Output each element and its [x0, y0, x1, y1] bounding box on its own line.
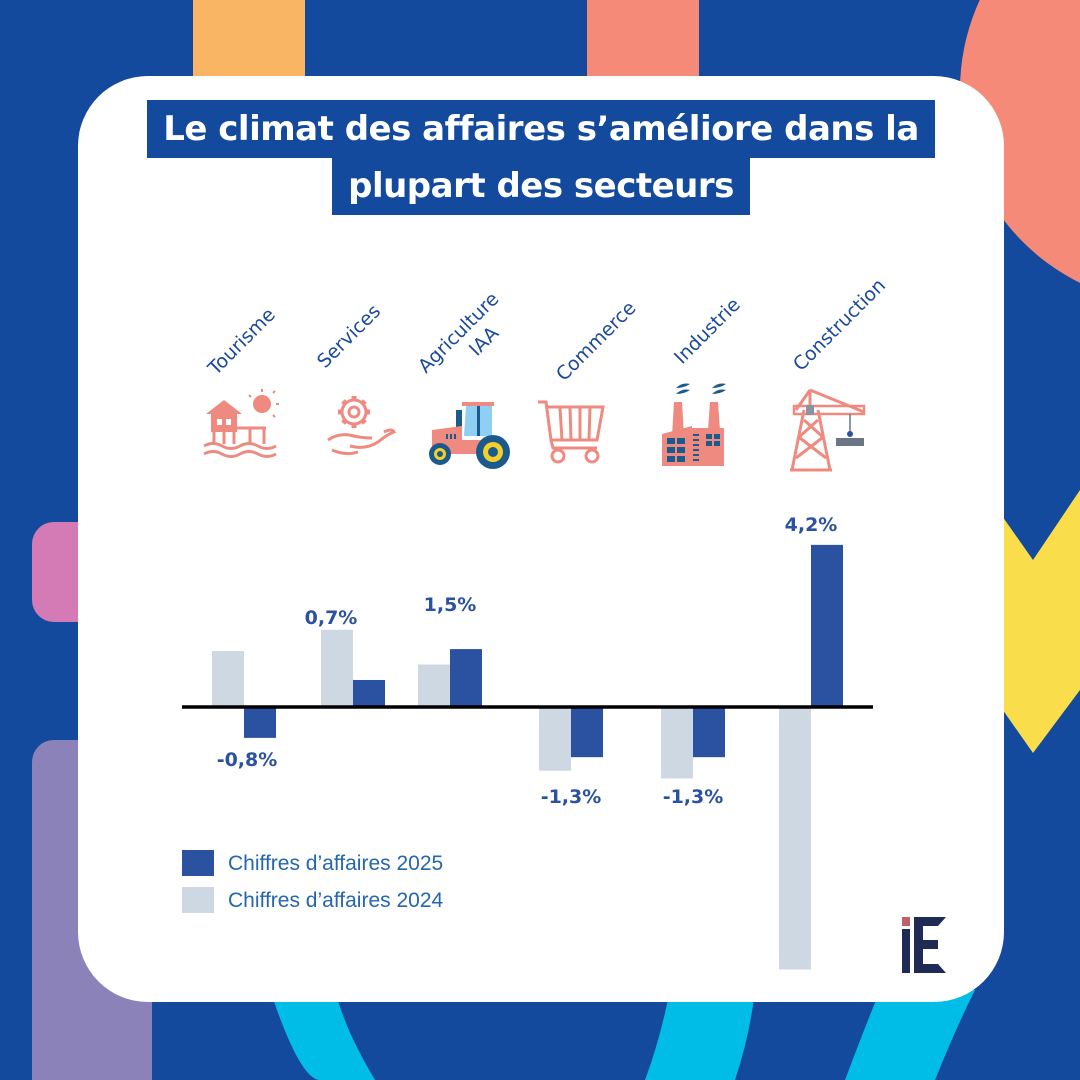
bar-commerce-2024: [539, 707, 571, 771]
shopping-cart-icon: [538, 400, 605, 464]
beach-house-icon: [203, 389, 279, 458]
legend-swatch-2024: [182, 887, 214, 913]
bar-construction-2024: [779, 707, 811, 970]
legend-label-2025: Chiffres d’affaires 2025: [228, 852, 443, 875]
legend-swatch-2025: [182, 850, 214, 876]
bg-salmon-stripe: [587, 0, 699, 80]
bar-tourisme-2025: [244, 707, 276, 738]
bar-agriculture-iaa-2025: [450, 649, 482, 707]
gear-hand-icon: [327, 396, 397, 456]
value-label-services: 0,7%: [305, 607, 358, 629]
bar-industrie-2024: [661, 707, 693, 779]
bg-orange-stripe: [193, 0, 305, 80]
factory-icon: [662, 383, 726, 466]
title-block: Le climat des affaires s’améliore dans l…: [78, 100, 1004, 215]
bar-services-2024: [321, 629, 353, 707]
crane-icon: [790, 388, 866, 472]
category-label-services: Services: [313, 300, 385, 372]
bar-construction-2025: [811, 544, 843, 707]
value-label-tourisme: -0,8%: [217, 749, 278, 771]
infographic-card: Le climat des affaires s’améliore dans l…: [78, 76, 1004, 1002]
legend-label-2024: Chiffres d’affaires 2024: [228, 889, 444, 912]
value-label-industrie: -1,3%: [663, 786, 724, 808]
category-label-construction: Construction: [789, 274, 890, 375]
category-label-industrie: Industrie: [670, 294, 745, 369]
bar-services-2025: [353, 679, 385, 707]
value-label-commerce: -1,3%: [541, 786, 602, 808]
bar-industrie-2025: [693, 707, 725, 758]
bar-chart: Tourisme Services AgricultureIAA Commerce In…: [182, 274, 890, 970]
value-label-agriculture-iaa: 1,5%: [424, 594, 477, 616]
category-label-agriculture-iaa: AgricultureIAA: [414, 288, 520, 394]
legend: Chiffres d’affaires 2025 Chiffres d’affa…: [182, 850, 444, 913]
bar-agriculture-iaa-2024: [418, 664, 450, 707]
ie-logo: [902, 917, 946, 973]
bar-commerce-2025: [571, 707, 603, 758]
title-line-2: plupart des secteurs: [332, 157, 750, 215]
title-line-1: Le climat des affaires s’améliore dans l…: [147, 100, 935, 158]
category-label-tourisme: Tourisme: [203, 304, 280, 381]
bar-tourisme-2024: [212, 651, 244, 707]
tractor-icon: [429, 402, 510, 469]
logo-dot: [902, 917, 910, 926]
value-label-construction: 4,2%: [785, 514, 838, 536]
category-label-commerce: Commerce: [552, 297, 640, 385]
